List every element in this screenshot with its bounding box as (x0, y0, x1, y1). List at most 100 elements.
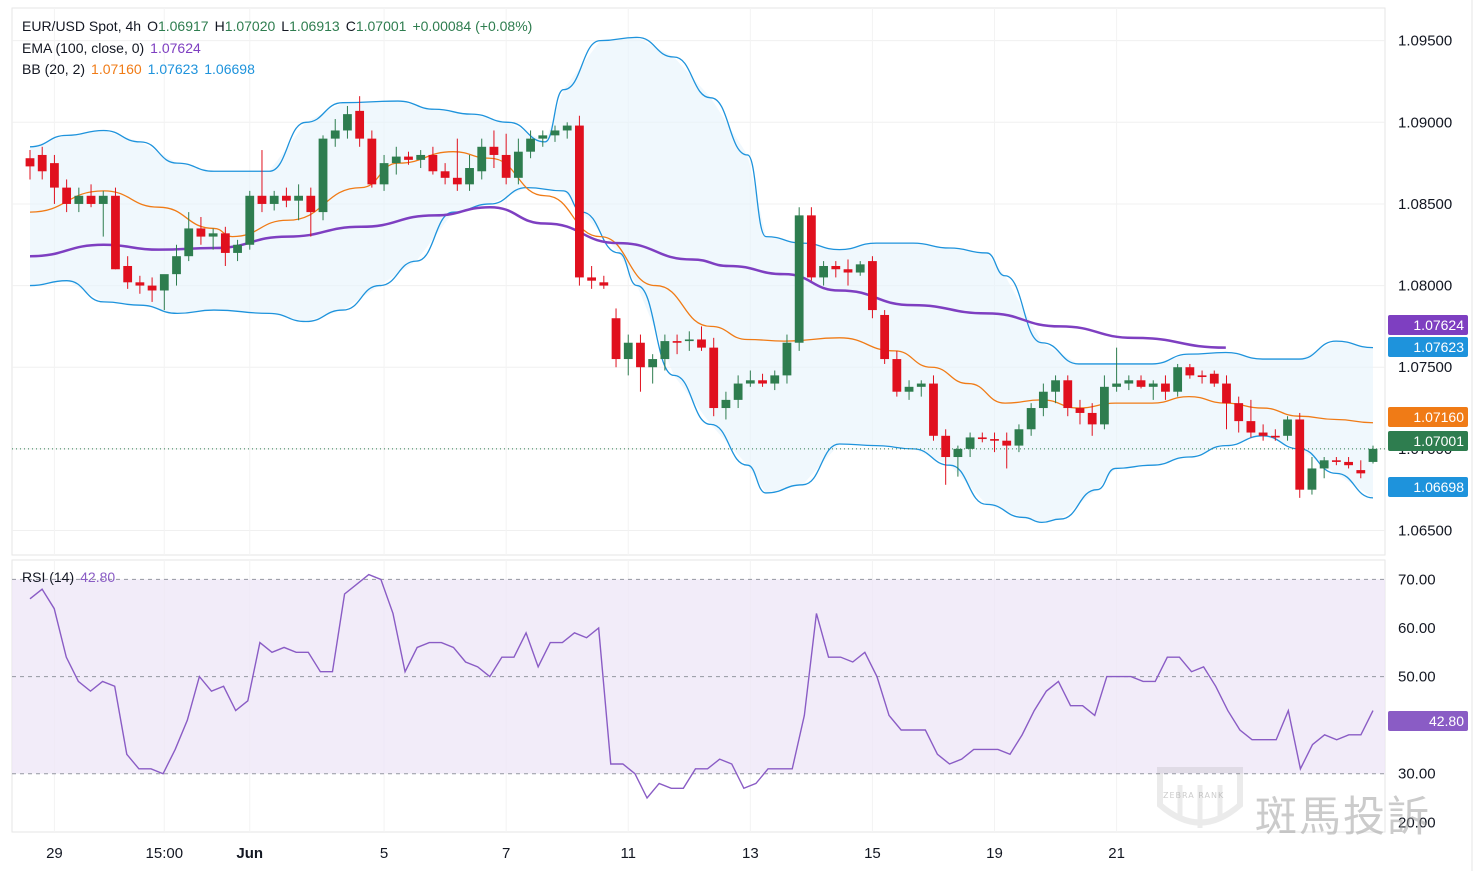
candle-body[interactable] (831, 265, 841, 270)
candle-body[interactable] (770, 375, 780, 384)
candle-body[interactable] (1307, 468, 1317, 490)
candle-body[interactable] (758, 380, 767, 384)
candle-body[interactable] (892, 359, 902, 392)
candle-body[interactable] (1136, 380, 1146, 387)
candle-body[interactable] (1258, 432, 1268, 436)
candle-body[interactable] (1246, 421, 1256, 433)
candle-body[interactable] (477, 146, 487, 172)
candle-body[interactable] (916, 383, 926, 387)
candle-body[interactable] (74, 195, 84, 204)
candle-body[interactable] (587, 277, 597, 281)
candle-body[interactable] (123, 265, 133, 283)
candle-body[interactable] (513, 151, 523, 178)
candle-body[interactable] (367, 138, 377, 185)
candle-body[interactable] (562, 125, 572, 131)
candle-body[interactable] (159, 274, 169, 291)
candle-body[interactable] (233, 244, 242, 253)
candle-body[interactable] (1002, 440, 1012, 446)
candle-body[interactable] (1270, 435, 1280, 438)
candle-body[interactable] (599, 282, 609, 286)
candle-body[interactable] (208, 233, 218, 237)
candle-body[interactable] (526, 138, 535, 152)
candle-body[interactable] (855, 264, 865, 273)
candle-body[interactable] (1148, 383, 1158, 387)
candle-body[interactable] (843, 269, 853, 273)
candle-body[interactable] (1222, 383, 1231, 404)
candle-body[interactable] (184, 228, 194, 257)
candle-body[interactable] (733, 383, 743, 400)
candle-body[interactable] (684, 339, 694, 342)
candle-body[interactable] (1075, 408, 1085, 413)
candle-body[interactable] (794, 215, 804, 343)
candle-body[interactable] (1038, 391, 1048, 409)
candle-body[interactable] (428, 154, 438, 172)
candle-body[interactable] (147, 285, 157, 291)
bb-legend[interactable]: BB (20, 2) 1.07160 1.07623 1.06698 (22, 60, 261, 78)
candle-body[interactable] (86, 195, 96, 204)
candle-body[interactable] (98, 195, 108, 204)
candle-body[interactable] (623, 342, 633, 360)
candle-body[interactable] (489, 146, 499, 155)
candle-body[interactable] (880, 314, 890, 360)
ema-legend[interactable]: EMA (100, close, 0) 1.07624 (22, 39, 207, 57)
candle-body[interactable] (416, 154, 426, 160)
candle-body[interactable] (1185, 367, 1195, 376)
candle-body[interactable] (269, 195, 279, 204)
candle-body[interactable] (575, 125, 584, 278)
candle-body[interactable] (965, 437, 975, 449)
candle-body[interactable] (404, 156, 413, 160)
candle-body[interactable] (50, 163, 59, 188)
candle-body[interactable] (330, 130, 340, 139)
candle-body[interactable] (1234, 403, 1244, 422)
candle-body[interactable] (904, 386, 914, 392)
candle-body[interactable] (1319, 460, 1329, 469)
candle-body[interactable] (355, 110, 365, 139)
candle-body[interactable] (1124, 380, 1134, 384)
candle-body[interactable] (1161, 383, 1170, 392)
candle-body[interactable] (806, 215, 816, 278)
candle-body[interactable] (62, 187, 72, 204)
candle-body[interactable] (941, 435, 951, 458)
candle-body[interactable] (111, 195, 120, 270)
candle-body[interactable] (672, 341, 682, 343)
candle-body[interactable] (1368, 448, 1378, 462)
candle-body[interactable] (636, 342, 645, 368)
candle-body[interactable] (1087, 412, 1097, 425)
candle-body[interactable] (611, 318, 621, 360)
candle-body[interactable] (1112, 383, 1122, 387)
candle-body[interactable] (391, 156, 401, 164)
candle-body[interactable] (1209, 373, 1219, 384)
candle-body[interactable] (25, 158, 35, 167)
candle-body[interactable] (721, 399, 731, 409)
candle-body[interactable] (953, 448, 963, 458)
candle-body[interactable] (819, 265, 828, 278)
candle-body[interactable] (1100, 386, 1109, 425)
candle-body[interactable] (318, 138, 328, 213)
candle-body[interactable] (1173, 367, 1183, 392)
candle-body[interactable] (929, 383, 938, 436)
candle-body[interactable] (379, 163, 389, 185)
candle-body[interactable] (1344, 461, 1353, 466)
candle-body[interactable] (245, 195, 255, 245)
candle-body[interactable] (257, 195, 267, 204)
candle-body[interactable] (37, 154, 47, 172)
candle-body[interactable] (220, 233, 230, 253)
candle-body[interactable] (306, 195, 316, 213)
candle-body[interactable] (1051, 380, 1060, 392)
candle-body[interactable] (281, 195, 291, 201)
candle-body[interactable] (538, 135, 548, 139)
candle-body[interactable] (1026, 408, 1036, 430)
candle-body[interactable] (1197, 375, 1207, 378)
candle-body[interactable] (1063, 380, 1073, 409)
candle-body[interactable] (782, 342, 792, 376)
candle-body[interactable] (648, 359, 658, 368)
candle-body[interactable] (1283, 419, 1292, 436)
candle-body[interactable] (135, 282, 145, 286)
candle-body[interactable] (660, 341, 670, 360)
candle-body[interactable] (550, 130, 560, 136)
candle-body[interactable] (452, 177, 462, 185)
candle-body[interactable] (343, 114, 352, 131)
candle-body[interactable] (1014, 429, 1024, 446)
candle-body[interactable] (465, 168, 474, 185)
